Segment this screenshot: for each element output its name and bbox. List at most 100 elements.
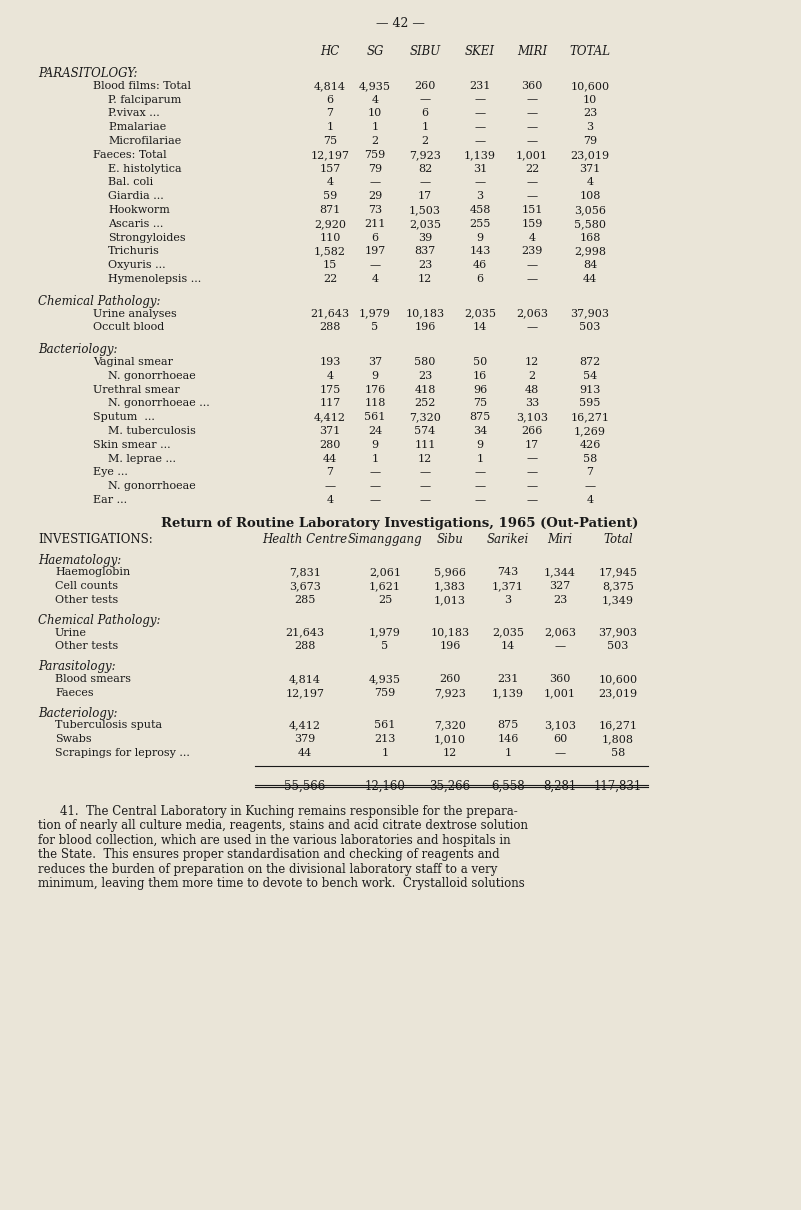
Text: Bacteriology:: Bacteriology: bbox=[38, 344, 118, 356]
Text: 6: 6 bbox=[477, 273, 484, 284]
Text: Strongyloides: Strongyloides bbox=[108, 232, 186, 242]
Text: 9: 9 bbox=[477, 232, 484, 242]
Text: Sputum  ...: Sputum ... bbox=[93, 413, 155, 422]
Text: the State.  This ensures proper standardisation and checking of reagents and: the State. This ensures proper standardi… bbox=[38, 848, 500, 862]
Text: Bal. coli: Bal. coli bbox=[108, 178, 153, 188]
Text: —: — bbox=[474, 94, 485, 104]
Text: E. histolytica: E. histolytica bbox=[108, 163, 182, 173]
Text: for blood collection, which are used in the various laboratories and hospitals i: for blood collection, which are used in … bbox=[38, 834, 510, 847]
Text: Total: Total bbox=[603, 532, 633, 546]
Text: 1,979: 1,979 bbox=[359, 309, 391, 318]
Text: 22: 22 bbox=[323, 273, 337, 284]
Text: 10,183: 10,183 bbox=[430, 628, 469, 638]
Text: 9: 9 bbox=[372, 439, 379, 450]
Text: Blood films: Total: Blood films: Total bbox=[93, 81, 191, 91]
Text: Hymenolepsis ...: Hymenolepsis ... bbox=[108, 273, 201, 284]
Text: 12,197: 12,197 bbox=[285, 687, 324, 698]
Text: 759: 759 bbox=[374, 687, 396, 698]
Text: 5: 5 bbox=[381, 641, 388, 651]
Text: —: — bbox=[474, 482, 485, 491]
Text: 23: 23 bbox=[553, 595, 567, 605]
Text: —: — bbox=[554, 641, 566, 651]
Text: —: — bbox=[474, 136, 485, 146]
Text: 10,600: 10,600 bbox=[598, 674, 638, 684]
Text: —: — bbox=[526, 136, 537, 146]
Text: 25: 25 bbox=[378, 595, 392, 605]
Text: Microfilariae: Microfilariae bbox=[108, 136, 181, 146]
Text: TOTAL: TOTAL bbox=[570, 45, 610, 58]
Text: 16,271: 16,271 bbox=[598, 720, 638, 731]
Text: 9: 9 bbox=[372, 370, 379, 381]
Text: 875: 875 bbox=[469, 413, 491, 422]
Text: 79: 79 bbox=[583, 136, 597, 146]
Text: —: — bbox=[526, 260, 537, 270]
Text: 8,281: 8,281 bbox=[543, 779, 577, 793]
Text: Miri: Miri bbox=[547, 532, 573, 546]
Text: 159: 159 bbox=[521, 219, 543, 229]
Text: 3,056: 3,056 bbox=[574, 204, 606, 215]
Text: P. falciparum: P. falciparum bbox=[108, 94, 181, 104]
Text: MIRI: MIRI bbox=[517, 45, 547, 58]
Text: Cell counts: Cell counts bbox=[55, 581, 118, 592]
Text: 1,349: 1,349 bbox=[602, 595, 634, 605]
Text: 503: 503 bbox=[579, 322, 601, 333]
Text: 360: 360 bbox=[521, 81, 543, 91]
Text: 23,019: 23,019 bbox=[598, 687, 638, 698]
Text: M. tuberculosis: M. tuberculosis bbox=[108, 426, 196, 436]
Text: 3,673: 3,673 bbox=[289, 581, 321, 592]
Text: 15: 15 bbox=[323, 260, 337, 270]
Text: 2,063: 2,063 bbox=[516, 309, 548, 318]
Text: 12: 12 bbox=[525, 357, 539, 367]
Text: Health Centre: Health Centre bbox=[263, 532, 348, 546]
Text: —: — bbox=[526, 191, 537, 201]
Text: Tuberculosis sputa: Tuberculosis sputa bbox=[55, 720, 162, 731]
Text: Chemical Pathology:: Chemical Pathology: bbox=[38, 613, 160, 627]
Text: 23: 23 bbox=[418, 260, 432, 270]
Text: 12,197: 12,197 bbox=[311, 150, 349, 160]
Text: 285: 285 bbox=[294, 595, 316, 605]
Text: 117,831: 117,831 bbox=[594, 779, 642, 793]
Text: 7,320: 7,320 bbox=[434, 720, 466, 731]
Text: 8,375: 8,375 bbox=[602, 581, 634, 592]
Text: 44: 44 bbox=[298, 748, 312, 757]
Text: 255: 255 bbox=[469, 219, 491, 229]
Text: —: — bbox=[526, 495, 537, 505]
Text: 1,010: 1,010 bbox=[434, 734, 466, 744]
Text: 196: 196 bbox=[414, 322, 436, 333]
Text: —: — bbox=[526, 273, 537, 284]
Text: 37,903: 37,903 bbox=[598, 628, 638, 638]
Text: 1,371: 1,371 bbox=[492, 581, 524, 592]
Text: M. leprae ...: M. leprae ... bbox=[108, 454, 176, 463]
Text: 2: 2 bbox=[421, 136, 429, 146]
Text: 743: 743 bbox=[497, 567, 518, 577]
Text: Urine: Urine bbox=[55, 628, 87, 638]
Text: 168: 168 bbox=[579, 232, 601, 242]
Text: 4,412: 4,412 bbox=[314, 413, 346, 422]
Text: 7,923: 7,923 bbox=[434, 687, 466, 698]
Text: —: — bbox=[474, 495, 485, 505]
Text: —: — bbox=[526, 467, 537, 478]
Text: 23,019: 23,019 bbox=[570, 150, 610, 160]
Text: 7,831: 7,831 bbox=[289, 567, 321, 577]
Text: Ascaris ...: Ascaris ... bbox=[108, 219, 163, 229]
Text: 6: 6 bbox=[327, 94, 333, 104]
Text: 1,344: 1,344 bbox=[544, 567, 576, 577]
Text: 110: 110 bbox=[320, 232, 340, 242]
Text: 4: 4 bbox=[372, 273, 379, 284]
Text: 3,103: 3,103 bbox=[516, 413, 548, 422]
Text: Blood smears: Blood smears bbox=[55, 674, 131, 684]
Text: —: — bbox=[420, 94, 431, 104]
Text: 3: 3 bbox=[586, 122, 594, 132]
Text: —: — bbox=[554, 748, 566, 757]
Text: 4,935: 4,935 bbox=[369, 674, 401, 684]
Text: 1,001: 1,001 bbox=[544, 687, 576, 698]
Text: 2,035: 2,035 bbox=[409, 219, 441, 229]
Text: Eye ...: Eye ... bbox=[93, 467, 128, 478]
Text: 193: 193 bbox=[320, 357, 340, 367]
Text: 3,103: 3,103 bbox=[544, 720, 576, 731]
Text: Bacteriology:: Bacteriology: bbox=[38, 707, 118, 720]
Text: 7: 7 bbox=[327, 109, 333, 119]
Text: Swabs: Swabs bbox=[55, 734, 91, 744]
Text: 16,271: 16,271 bbox=[570, 413, 610, 422]
Text: 1: 1 bbox=[372, 122, 379, 132]
